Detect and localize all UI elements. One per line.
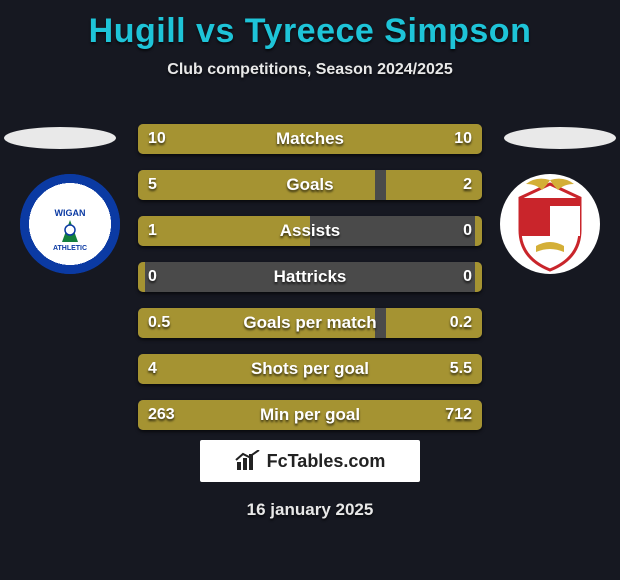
- svg-text:WIGAN: WIGAN: [55, 208, 86, 218]
- svg-text:ATHLETIC: ATHLETIC: [53, 245, 87, 252]
- stat-row: 1010Matches: [138, 124, 482, 154]
- stat-label: Shots per goal: [138, 354, 482, 384]
- stat-row: 00Hattricks: [138, 262, 482, 292]
- wigan-crest-icon: WIGAN ATHLETIC: [40, 194, 100, 254]
- subtitle: Club competitions, Season 2024/2025: [0, 61, 620, 79]
- stat-row: 0.50.2Goals per match: [138, 308, 482, 338]
- stevenage-crest-icon: [502, 174, 598, 274]
- stat-row: 263712Min per goal: [138, 400, 482, 430]
- brand-badge: FcTables.com: [200, 440, 420, 482]
- comparison-bars: 1010Matches 52Goals 10Assists 00Hattricks 0.…: [138, 124, 482, 446]
- stat-row: 10Assists: [138, 216, 482, 246]
- team-badge-left: WIGAN ATHLETIC: [20, 174, 120, 274]
- stat-label: Matches: [138, 124, 482, 154]
- team-badge-right: [500, 174, 600, 274]
- stat-label: Hattricks: [138, 262, 482, 292]
- page-title: Hugill vs Tyreece Simpson: [0, 0, 620, 51]
- spotlight-left: [4, 127, 116, 149]
- date-label: 16 january 2025: [0, 500, 620, 520]
- stat-label: Min per goal: [138, 400, 482, 430]
- stat-label: Goals per match: [138, 308, 482, 338]
- stat-label: Goals: [138, 170, 482, 200]
- chart-icon: [235, 450, 261, 472]
- brand-label: FcTables.com: [267, 451, 386, 472]
- stat-row: 52Goals: [138, 170, 482, 200]
- stat-label: Assists: [138, 216, 482, 246]
- spotlight-right: [504, 127, 616, 149]
- stat-row: 45.5Shots per goal: [138, 354, 482, 384]
